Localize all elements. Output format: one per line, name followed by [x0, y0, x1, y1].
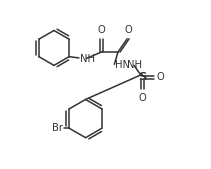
Text: NH: NH [80, 54, 95, 64]
Text: Br: Br [52, 123, 63, 133]
Text: O: O [138, 93, 146, 103]
Text: HN: HN [115, 60, 130, 70]
Text: NH: NH [127, 60, 142, 70]
Text: S: S [138, 72, 146, 82]
Text: O: O [97, 26, 105, 35]
Text: O: O [156, 72, 164, 82]
Text: O: O [125, 26, 133, 35]
